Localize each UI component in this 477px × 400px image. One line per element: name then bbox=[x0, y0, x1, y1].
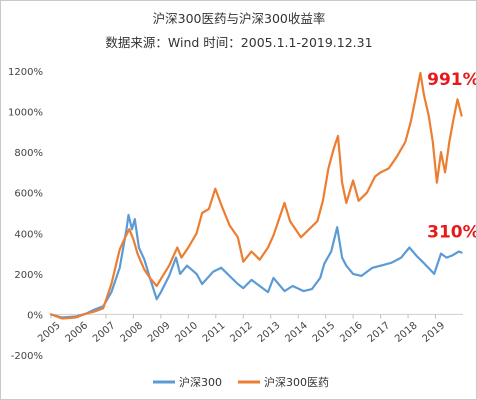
x-tick-label: 2011 bbox=[201, 320, 228, 345]
x-tick-label: 2017 bbox=[366, 320, 393, 345]
x-tick-label: 2010 bbox=[173, 320, 200, 345]
x-tick-label: 2008 bbox=[119, 320, 146, 345]
chart-subtitle: 数据来源：Wind 时间：2005.1.1-2019.12.31 bbox=[105, 35, 372, 50]
y-tick-label: 0% bbox=[27, 310, 43, 321]
y-tick-label: 1200% bbox=[8, 67, 43, 78]
legend-label-0: 沪深300 bbox=[179, 375, 222, 389]
x-tick-label: 2018 bbox=[393, 320, 420, 345]
y-tick-label: -200% bbox=[11, 351, 43, 362]
x-tick-label: 2019 bbox=[421, 320, 448, 345]
legend-label-1: 沪深300医药 bbox=[264, 375, 329, 389]
y-tick-label: 600% bbox=[14, 189, 43, 200]
x-tick-label: 2006 bbox=[64, 320, 91, 345]
y-tick-label: 400% bbox=[14, 229, 43, 240]
data-label: 991% bbox=[427, 70, 476, 90]
chart-title: 沪深300医药与沪深300收益率 bbox=[153, 11, 326, 26]
x-tick-label: 2007 bbox=[91, 320, 118, 345]
x-tick-label: 2016 bbox=[338, 320, 365, 345]
data-label: 310% bbox=[427, 222, 476, 242]
x-tick-label: 2009 bbox=[146, 320, 173, 345]
series-line-0 bbox=[49, 213, 463, 319]
x-tick-label: 2014 bbox=[283, 320, 310, 345]
x-tick-label: 2005 bbox=[36, 320, 63, 345]
series-lines bbox=[49, 71, 463, 320]
x-tick-label: 2015 bbox=[311, 320, 338, 345]
y-tick-label: 200% bbox=[14, 270, 43, 281]
legend: 沪深300 沪深300医药 bbox=[153, 375, 329, 389]
annotations: 991% 310% bbox=[427, 70, 476, 242]
x-tick-label: 2013 bbox=[256, 320, 283, 345]
y-tick-label: 800% bbox=[14, 148, 43, 159]
y-tick-label: 1000% bbox=[8, 108, 43, 119]
series-line-1 bbox=[49, 71, 463, 320]
x-tick-label: 2012 bbox=[228, 320, 255, 345]
